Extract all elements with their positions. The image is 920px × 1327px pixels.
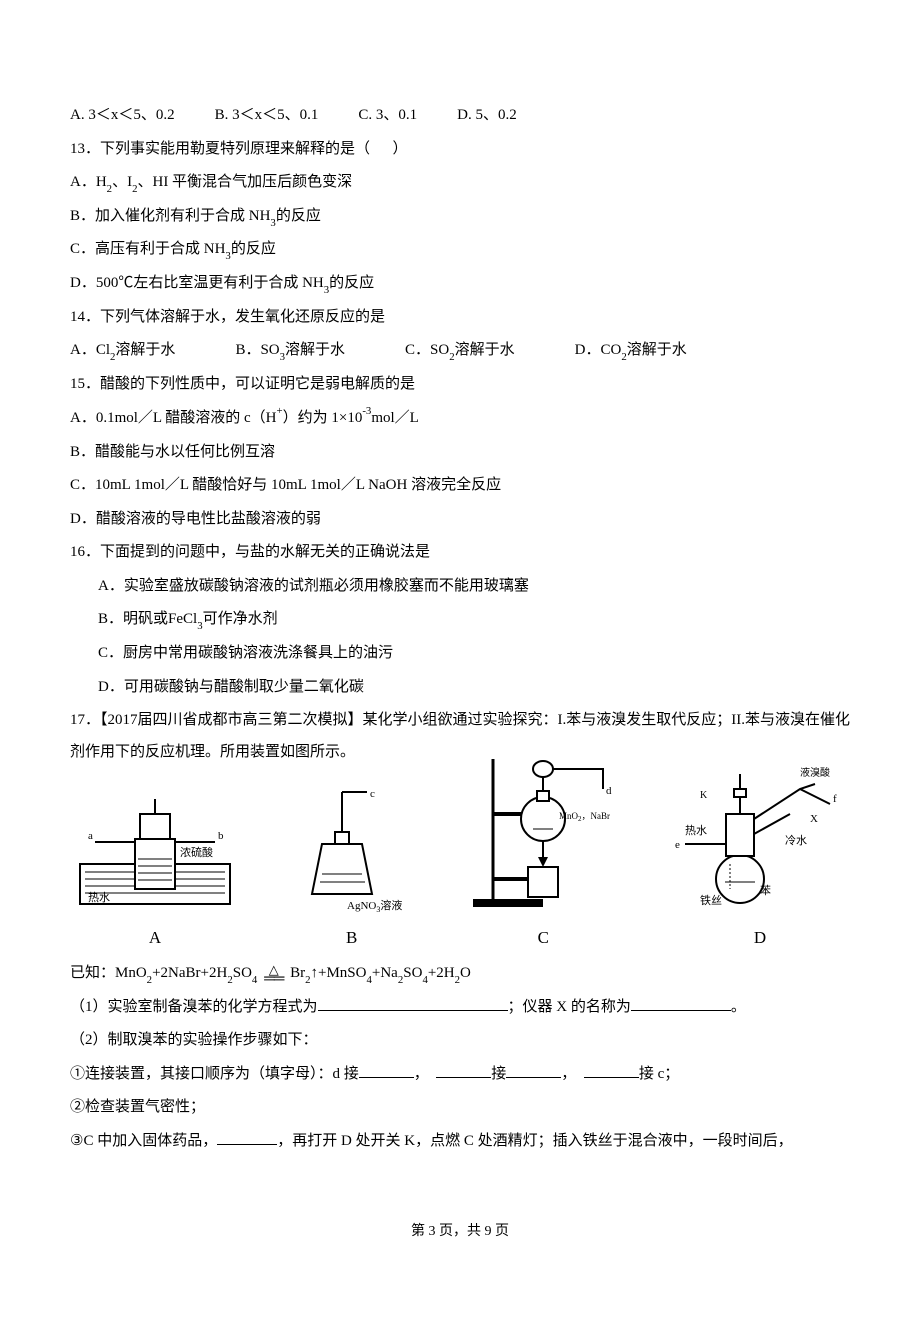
blank-port4 — [584, 1077, 639, 1078]
apparatus-b: c AgNO3溶液 B — [287, 784, 417, 956]
q14-d: D．CO2溶解于水 — [575, 335, 687, 367]
blank-port2 — [436, 1077, 491, 1078]
q17-p2: （2）制取溴苯的实验操作步骤如下： — [70, 1025, 850, 1057]
q14-stem: 14．下列气体溶解于水，发生氧化还原反应的是 — [70, 302, 850, 334]
q12-opt-b: B. 3＜x＜5、0.1 — [215, 100, 319, 132]
apparatus-d-svg: K e 热水 f X 冷水 铁丝 苯 液溴酸 — [670, 764, 850, 914]
q17-step2: ②检查装置气密性； — [70, 1092, 850, 1124]
q14-options: A．Cl2溶解于水 B．SO3溶解于水 C．SO2溶解于水 D．CO2溶解于水 — [70, 335, 850, 367]
q13-b: B．加入催化剂有利于合成 NH3的反应 — [70, 201, 850, 233]
svg-text:苯: 苯 — [760, 883, 771, 897]
q12-opt-c: C. 3、0.1 — [358, 100, 417, 132]
q13-c: C．高压有利于合成 NH3的反应 — [70, 234, 850, 266]
q12-opt-d: D. 5、0.2 — [457, 100, 517, 132]
q17-step1: ①连接装置，其接口顺序为（填字母）：d 接， 接， 接 c； — [70, 1059, 850, 1091]
q15-d: D．醋酸溶液的导电性比盐酸溶液的弱 — [70, 504, 850, 536]
svg-text:AgNO3溶液: AgNO3溶液 — [347, 898, 402, 914]
apparatus-b-svg: c AgNO3溶液 — [287, 784, 417, 914]
blank-port3 — [506, 1077, 561, 1078]
q14-b: B．SO3溶解于水 — [235, 335, 345, 367]
svg-text:液溴酸: 液溴酸 — [800, 766, 830, 779]
q16-a: A．实验室盛放碳酸钠溶液的试剂瓶必须用橡胶塞而不能用玻璃塞 — [70, 571, 850, 603]
svg-text:热水: 热水 — [88, 891, 110, 904]
q17-known: 已知：MnO2+2NaBr+2H2SO4 △ ══ Br2↑+MnSO4+Na2… — [70, 958, 850, 990]
q16-b: B．明矾或FeCl3可作净水剂 — [70, 604, 850, 636]
page-footer: 第 3 页，共 9 页 — [70, 1217, 850, 1246]
q17-stem: 17．【2017届四川省成都市高三第二次模拟】某化学小组欲通过实验探究：I.苯与… — [70, 705, 850, 768]
svg-text:c: c — [370, 788, 375, 800]
svg-text:d: d — [606, 785, 612, 797]
delta-equals-icon: △ ══ — [264, 963, 283, 984]
svg-text:X: X — [810, 813, 818, 825]
q16-c: C．厨房中常用碳酸钠溶液洗涤餐具上的油污 — [70, 638, 850, 670]
q15-c: C．10mL 1mol／L 醋酸恰好与 10mL 1mol／L NaOH 溶液完… — [70, 470, 850, 502]
apparatus-d: K e 热水 f X 冷水 铁丝 苯 液溴酸 D — [670, 764, 850, 956]
blank-equation — [318, 1010, 508, 1011]
apparatus-d-label: D — [754, 920, 766, 956]
q15-stem: 15．醋酸的下列性质中，可以证明它是弱电解质的是 — [70, 369, 850, 401]
q15-b: B．醋酸能与水以任何比例互溶 — [70, 437, 850, 469]
q17-p1: （1）实验室制备溴苯的化学方程式为；仪器 X 的名称为。 — [70, 992, 850, 1024]
q13-d: D．500℃左右比室温更有利于合成 NH3的反应 — [70, 268, 850, 300]
svg-text:e: e — [675, 839, 680, 851]
blank-port1 — [359, 1077, 414, 1078]
q17-step3: ③C 中加入固体药品，，再打开 D 处开关 K，点燃 C 处酒精灯；插入铁丝于混… — [70, 1126, 850, 1158]
apparatus-figure: a b 浓硫酸 热水 A c AgNO3溶液 B — [70, 786, 850, 956]
blank-solid — [217, 1144, 277, 1145]
q15-a: A．0.1mol／L 醋酸溶液的 c（H+）约为 1×10-3mol／L — [70, 402, 850, 435]
apparatus-c-label: C — [538, 920, 549, 956]
q12-options: A. 3＜x＜5、0.2 B. 3＜x＜5、0.1 C. 3、0.1 D. 5、… — [70, 100, 850, 132]
svg-text:冷水: 冷水 — [785, 834, 807, 847]
svg-text:浓硫酸: 浓硫酸 — [180, 845, 213, 859]
apparatus-a-label: A — [149, 920, 161, 956]
q16-d: D．可用碳酸钠与醋酸制取少量二氧化碳 — [70, 672, 850, 704]
apparatus-c: d MnO2，NaBr C — [463, 749, 623, 956]
svg-text:热水: 热水 — [685, 824, 707, 837]
apparatus-a: a b 浓硫酸 热水 A — [70, 794, 240, 956]
svg-text:f: f — [833, 793, 837, 805]
q12-opt-a: A. 3＜x＜5、0.2 — [70, 100, 175, 132]
apparatus-a-svg: a b 浓硫酸 热水 — [70, 794, 240, 914]
q14-c: C．SO2溶解于水 — [405, 335, 515, 367]
q13-stem: 13．下列事实能用勒夏特列原理来解释的是（ ） — [70, 134, 850, 166]
q13-a: A．H2、I2、HI 平衡混合气加压后颜色变深 — [70, 167, 850, 199]
q14-a: A．Cl2溶解于水 — [70, 335, 175, 367]
blank-instrument — [631, 1010, 731, 1011]
apparatus-c-svg: d MnO2，NaBr — [463, 749, 623, 914]
svg-text:铁丝: 铁丝 — [700, 894, 722, 907]
apparatus-b-label: B — [346, 920, 357, 956]
svg-text:b: b — [218, 830, 224, 842]
svg-text:K: K — [700, 790, 708, 801]
q16-stem: 16．下面提到的问题中，与盐的水解无关的正确说法是 — [70, 537, 850, 569]
svg-text:MnO2，NaBr: MnO2，NaBr — [559, 811, 610, 823]
svg-text:a: a — [88, 830, 93, 842]
